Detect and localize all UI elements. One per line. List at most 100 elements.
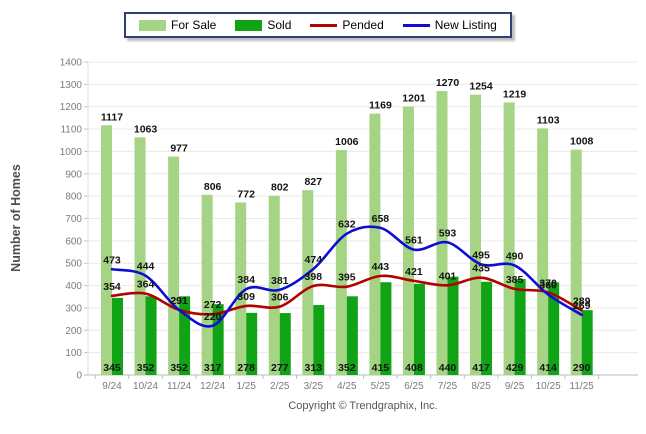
for-sale-swatch-icon (139, 19, 166, 31)
legend-item-for-sale: For Sale (139, 18, 216, 32)
label-for-sale: 802 (271, 182, 289, 194)
label-sold: 440 (439, 362, 457, 374)
svg-text:6/25: 6/25 (404, 381, 424, 392)
svg-text:1100: 1100 (60, 125, 82, 136)
label-for-sale: 1006 (335, 136, 359, 148)
label-sold: 408 (405, 362, 423, 374)
label-sold: 277 (271, 362, 289, 374)
bar-sold (346, 296, 358, 375)
label-pended: 289 (573, 295, 591, 307)
y-axis-title: Number of Homes (9, 164, 23, 272)
svg-text:400: 400 (65, 281, 82, 292)
label-for-sale: 1270 (436, 77, 460, 89)
label-pended: 395 (338, 272, 356, 284)
label-sold: 352 (137, 362, 155, 374)
label-sold: 417 (472, 362, 490, 374)
legend: For Sale Sold Pended New Listing (124, 12, 512, 38)
label-sold: 317 (204, 362, 222, 374)
bar-for-sale (302, 190, 314, 375)
label-for-sale: 1254 (469, 81, 493, 93)
pended-line (110, 274, 583, 316)
bar-sold (179, 296, 191, 375)
svg-text:10/25: 10/25 (536, 381, 561, 392)
svg-text:10/24: 10/24 (133, 381, 158, 392)
bar-for-sale (436, 91, 448, 376)
svg-text:800: 800 (65, 192, 82, 203)
svg-text:1400: 1400 (60, 58, 83, 69)
label-new-listing: 473 (103, 254, 121, 266)
label-for-sale: 1008 (570, 136, 594, 148)
bar-sold (413, 283, 425, 375)
label-sold: 352 (338, 362, 356, 374)
label-sold: 429 (506, 362, 524, 374)
svg-text:7/25: 7/25 (438, 381, 458, 392)
pended-line-swatch-icon (310, 23, 338, 27)
bar-for-sale (335, 150, 347, 375)
bar-for-sale (134, 137, 146, 375)
label-pended: 370 (539, 277, 557, 289)
svg-text:100: 100 (65, 348, 82, 359)
bar-sold (447, 276, 459, 375)
svg-text:900: 900 (65, 169, 82, 180)
label-new-listing: 220 (204, 311, 222, 323)
bar-sold (279, 313, 291, 375)
bar-for-sale (235, 202, 247, 375)
label-new-listing: 444 (137, 261, 155, 273)
svg-text:3/25: 3/25 (304, 381, 324, 392)
svg-text:9/25: 9/25 (505, 381, 525, 392)
label-pended: 401 (439, 270, 457, 282)
label-for-sale: 1201 (402, 92, 426, 104)
svg-text:9/24: 9/24 (102, 381, 122, 392)
bar-for-sale (570, 149, 582, 375)
label-sold: 278 (237, 362, 255, 374)
label-pended: 443 (372, 261, 390, 273)
bar-sold (313, 305, 325, 375)
label-new-listing: 381 (271, 275, 289, 287)
label-for-sale: 806 (204, 181, 222, 193)
label-pended: 398 (305, 271, 323, 283)
svg-text:5/25: 5/25 (371, 381, 391, 392)
label-new-listing: 384 (237, 274, 255, 286)
legend-label-pended: Pended (342, 18, 384, 32)
label-new-listing: 561 (405, 235, 423, 247)
label-for-sale: 827 (305, 176, 323, 188)
label-for-sale: 1103 (537, 114, 560, 126)
bar-sold (112, 297, 123, 375)
data-labels: 1117345354473106335236444497735229129180… (101, 77, 594, 374)
sold-swatch-icon (235, 19, 263, 31)
y-axis-ticks: 0 100 200 300 400 500 600 700 800 900 1000 1100 1200… (60, 58, 88, 382)
label-pended: 364 (137, 279, 155, 291)
bar-sold (145, 296, 157, 375)
label-pended: 385 (506, 274, 524, 286)
bar-for-sale (470, 94, 482, 376)
bar-sold (548, 282, 560, 375)
label-sold: 345 (103, 362, 121, 374)
label-sold: 415 (372, 362, 390, 374)
svg-text:1000: 1000 (60, 147, 83, 158)
bars-sold (112, 276, 593, 375)
label-for-sale: 772 (237, 188, 255, 200)
label-pended: 309 (237, 291, 255, 303)
label-sold: 313 (305, 362, 323, 374)
bar-sold (581, 310, 593, 375)
bar-for-sale (402, 106, 414, 375)
label-pended: 421 (405, 266, 423, 278)
bar-for-sale (369, 113, 381, 376)
label-new-listing: 495 (472, 249, 490, 261)
svg-text:12/24: 12/24 (200, 381, 225, 392)
bar-sold (380, 282, 392, 375)
svg-text:2/25: 2/25 (270, 381, 290, 392)
gridlines (88, 61, 638, 354)
legend-item-pended: Pended (310, 18, 384, 32)
bar-for-sale (201, 194, 213, 375)
bar-for-sale (537, 128, 549, 375)
label-new-listing: 490 (506, 250, 524, 262)
new-listing-line (110, 225, 583, 328)
label-for-sale: 1169 (369, 100, 392, 112)
x-axis-labels: 9/24 10/24 11/24 12/24 1/25 2/25 3/25 4/25 5/25 6… (102, 381, 594, 392)
bar-for-sale (168, 156, 180, 375)
new-listing-line-swatch-icon (402, 23, 430, 27)
bar-sold (212, 304, 224, 375)
label-for-sale: 1063 (134, 123, 158, 135)
